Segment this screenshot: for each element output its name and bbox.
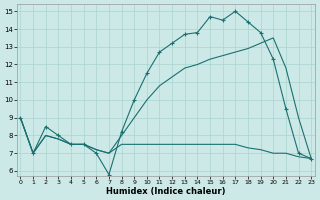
X-axis label: Humidex (Indice chaleur): Humidex (Indice chaleur) bbox=[106, 187, 226, 196]
